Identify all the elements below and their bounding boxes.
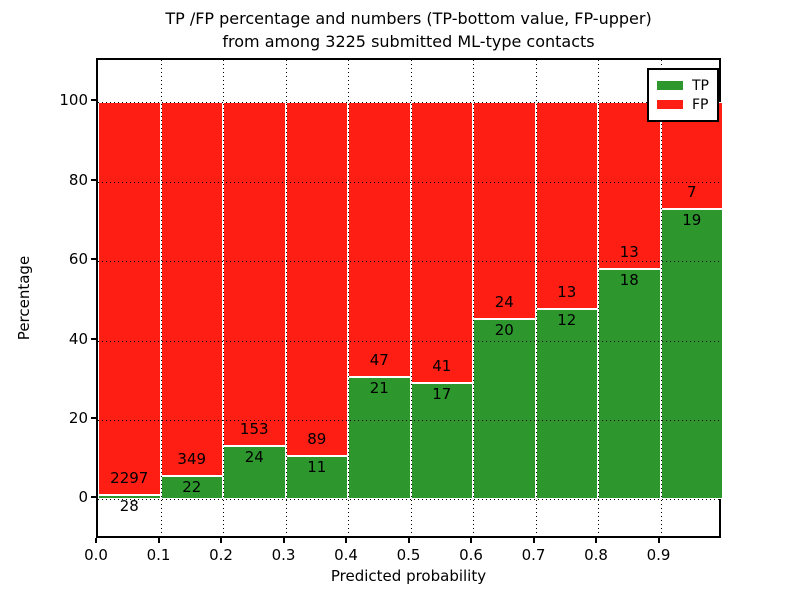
legend-entry-tp: TP — [657, 77, 709, 94]
tp-count-label: 20 — [494, 320, 514, 339]
x-tick-label: 0.5 — [396, 546, 421, 564]
fp-count-label: 41 — [432, 357, 452, 376]
bar-fp-0.7 — [535, 102, 598, 309]
bar-tp-0.8 — [598, 268, 661, 500]
legend-label-fp: FP — [692, 96, 709, 113]
bar-fp-0.4 — [348, 102, 411, 377]
y-tick-20 — [91, 417, 96, 419]
y-tick-label: 40 — [68, 329, 88, 348]
legend-label-tp: TP — [692, 77, 709, 94]
x-tick-0.0 — [95, 538, 97, 543]
x-tick-0.4 — [345, 538, 347, 543]
x-tick-label: 0.0 — [84, 546, 108, 564]
y-axis-label: Percentage — [15, 255, 33, 341]
tp-count-label: 11 — [307, 457, 327, 476]
tp-count-label: 28 — [119, 496, 139, 515]
x-gridline-0.9 — [660, 60, 662, 536]
x-tick-0.3 — [282, 538, 285, 543]
y-tick-label: 60 — [68, 250, 88, 269]
x-gridline-0.7 — [535, 60, 537, 536]
x-tick-label: 0.8 — [584, 546, 608, 564]
bar-tp-0.0 — [98, 494, 161, 500]
x-gridline-0.3 — [285, 60, 287, 536]
bar-fp-0.0 — [98, 102, 161, 495]
x-gridline-0.5 — [410, 60, 412, 536]
y-tick-label: 0 — [78, 488, 88, 507]
x-axis-label: Predicted probability — [330, 567, 487, 585]
y-gridline-60 — [98, 261, 719, 263]
x-gridline-0.1 — [160, 60, 162, 536]
fp-count-label: 7 — [686, 183, 697, 202]
bar-tp-0.7 — [535, 308, 598, 500]
legend-entry-fp: FP — [657, 96, 709, 113]
tp-count-label: 17 — [432, 385, 452, 403]
bar-fp-0.1 — [160, 102, 223, 476]
fp-count-label: 13 — [557, 282, 577, 301]
y-gridline-0 — [98, 499, 719, 501]
y-gridline-20 — [98, 420, 719, 421]
fp-color-swatch — [657, 100, 683, 109]
x-tick-label: 0.4 — [334, 546, 358, 564]
tp-count-label: 18 — [619, 270, 639, 289]
x-tick-label: 0.1 — [146, 546, 171, 564]
chart-title: TP /FP percentage and numbers (TP-bottom… — [96, 7, 721, 53]
bar-tp-0.6 — [473, 318, 536, 500]
bar-tp-0.9 — [660, 209, 723, 500]
x-tick-0.2 — [220, 538, 222, 543]
y-tick-80 — [91, 178, 96, 181]
fp-count-label: 13 — [619, 242, 639, 261]
y-gridline-80 — [98, 181, 719, 183]
y-tick-60 — [91, 258, 96, 261]
x-tick-0.5 — [407, 538, 410, 543]
tp-count-label: 12 — [557, 310, 577, 329]
chart-title-line1: TP /FP percentage and numbers (TP-bottom… — [165, 9, 652, 28]
bar-fp-0.3 — [285, 102, 348, 456]
x-tick-0.8 — [595, 538, 597, 543]
bar-fp-0.6 — [473, 102, 536, 319]
fp-count-label: 153 — [239, 419, 269, 438]
fp-count-label: 47 — [369, 350, 389, 369]
y-tick-100 — [91, 99, 96, 102]
tp-count-label: 19 — [682, 211, 702, 230]
tp-count-label: 22 — [182, 477, 202, 496]
x-tick-label: 0.7 — [521, 546, 546, 564]
fp-count-label: 2297 — [110, 468, 149, 487]
bar-fp-0.2 — [223, 102, 286, 446]
y-tick-0 — [91, 496, 96, 499]
fp-count-label: 89 — [307, 429, 327, 448]
x-gridline-0.4 — [348, 60, 349, 536]
x-tick-label: 0.9 — [646, 546, 671, 564]
tp-count-label: 24 — [244, 447, 264, 466]
x-tick-0.9 — [657, 538, 660, 543]
tp-count-label: 21 — [369, 378, 389, 397]
y-tick-label: 20 — [68, 409, 88, 427]
legend: TP FP — [647, 68, 719, 122]
x-tick-0.6 — [470, 538, 472, 543]
y-tick-label: 100 — [59, 91, 88, 110]
y-gridline-100 — [98, 102, 719, 104]
plot-area: TP FP 2297 28 349 22 153 24 89 11 47 21 41 17 24 20 13 1… — [96, 58, 723, 538]
chart-title-line2: from among 3225 submitted ML-type contac… — [222, 32, 595, 51]
fp-count-label: 349 — [177, 449, 207, 468]
x-tick-label: 0.3 — [271, 546, 296, 564]
y-gridline-40 — [98, 340, 719, 342]
y-tick-40 — [91, 337, 96, 340]
x-tick-0.1 — [157, 538, 160, 543]
bar-tp-0.2 — [223, 445, 286, 500]
x-tick-label: 0.6 — [459, 546, 483, 564]
x-tick-0.7 — [532, 538, 535, 543]
x-gridline-0.8 — [598, 60, 599, 536]
y-tick-label: 80 — [68, 170, 88, 189]
fp-count-label: 24 — [494, 292, 514, 311]
x-tick-label: 0.2 — [209, 546, 233, 564]
x-gridline-0.2 — [223, 60, 224, 536]
x-gridline-0.6 — [473, 60, 474, 536]
tp-color-swatch — [657, 81, 683, 90]
